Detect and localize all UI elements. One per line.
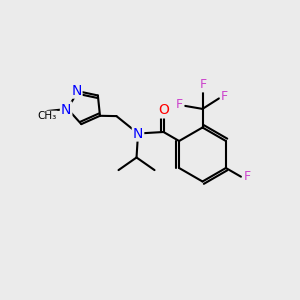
Text: O: O: [158, 103, 169, 117]
Text: F: F: [176, 98, 183, 111]
Text: N: N: [61, 103, 71, 116]
Text: N: N: [71, 84, 82, 98]
Text: F: F: [244, 170, 251, 183]
Text: CH₃: CH₃: [38, 112, 57, 122]
Text: F: F: [200, 78, 207, 92]
Text: N: N: [133, 127, 143, 140]
Text: F: F: [221, 90, 228, 104]
